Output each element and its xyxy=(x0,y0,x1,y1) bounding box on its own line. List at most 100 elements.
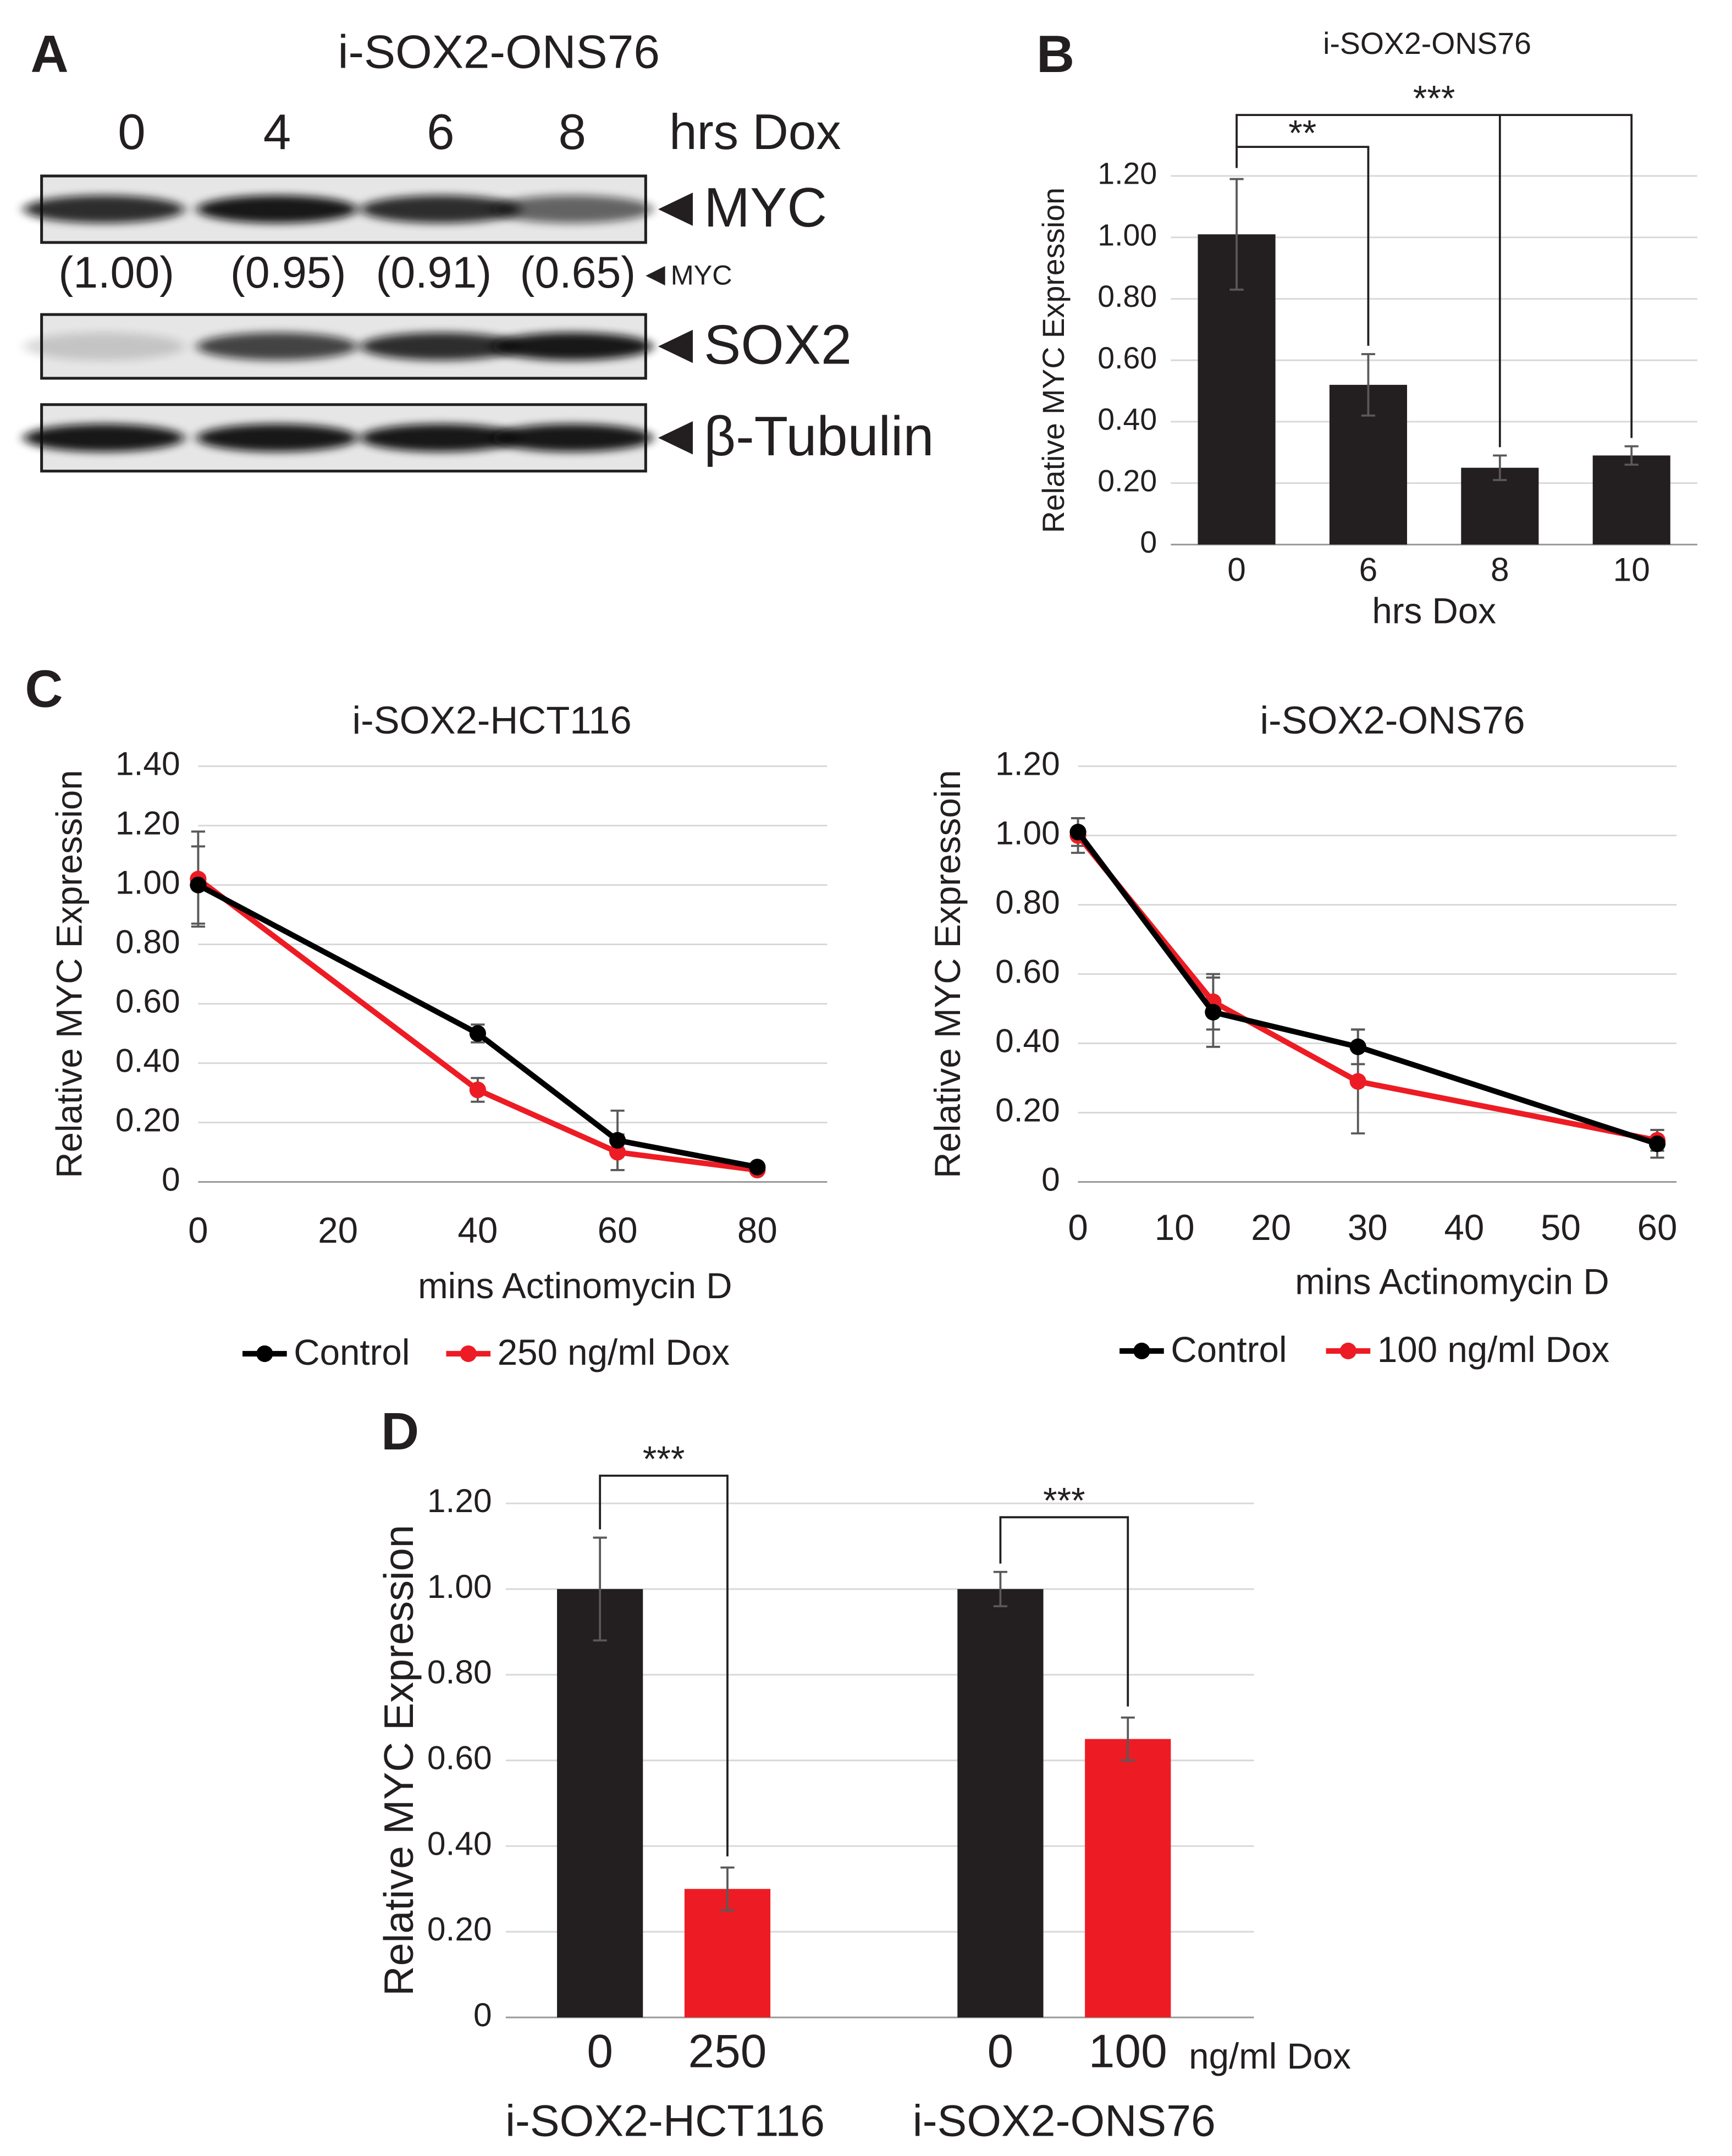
lane-label: 0 xyxy=(118,104,145,160)
y-axis-label: Relative MYC Expression xyxy=(49,770,89,1178)
y-axis-label: Relative MYC Expression xyxy=(376,1525,422,1996)
point xyxy=(1349,1073,1366,1090)
legend-label: 100 ng/ml Dox xyxy=(1377,1330,1610,1370)
y-tick-label: 0.80 xyxy=(995,883,1060,920)
lane-label: 6 xyxy=(427,104,454,160)
significance-bracket xyxy=(599,1474,729,1857)
x-tick-label: 0 xyxy=(188,1210,208,1250)
blot-band xyxy=(196,424,358,452)
point xyxy=(609,1144,626,1161)
x-tick-label: 0 xyxy=(1068,1207,1088,1248)
x-tick-label: 10 xyxy=(1613,551,1650,588)
point xyxy=(469,1025,486,1042)
blot-band xyxy=(196,332,358,361)
x-tick-label: 0 xyxy=(988,2025,1014,2078)
y-tick-label: 0.60 xyxy=(1097,341,1157,375)
y-tick-label: 0.60 xyxy=(427,1739,492,1777)
bar xyxy=(557,1589,643,2018)
error-bar xyxy=(1493,454,1507,481)
significance: *** xyxy=(1043,1480,1085,1520)
bar xyxy=(1085,1739,1171,2018)
y-tick-label: 1.00 xyxy=(1097,218,1157,252)
error-bar xyxy=(1229,178,1244,291)
y-tick-label: 1.20 xyxy=(995,745,1060,782)
x-tick-label: 6 xyxy=(1359,551,1378,588)
arrowhead xyxy=(658,192,693,226)
y-tick-label: 1.00 xyxy=(995,814,1060,851)
row-label: SOX2 xyxy=(704,315,852,376)
y-tick-label: 1.00 xyxy=(115,863,180,901)
lane-unit: hrs Dox xyxy=(669,104,841,160)
y-tick-label: 0 xyxy=(162,1160,180,1198)
significance: ** xyxy=(1288,113,1316,153)
chart-title: i-SOX2-ONS76 xyxy=(1323,26,1531,60)
point xyxy=(469,1081,486,1099)
blot-band xyxy=(492,332,653,361)
unit-label: ng/ml Dox xyxy=(1189,2036,1351,2076)
y-tick-label: 0 xyxy=(1140,525,1157,559)
x-tick-label: 0 xyxy=(1227,551,1246,588)
x-axis-label: mins Actinomycin D xyxy=(1295,1261,1609,1302)
error-bar xyxy=(993,1570,1008,1607)
bar xyxy=(957,1589,1044,2018)
arrowhead xyxy=(646,266,665,286)
blot-band xyxy=(492,195,653,223)
blot-band xyxy=(492,424,653,452)
y-axis-label: Relative MYC Expression xyxy=(1036,188,1071,533)
chart-title: i-SOX2-ONS76 xyxy=(1260,698,1525,742)
x-tick-label: 8 xyxy=(1491,551,1509,588)
y-tick-label: 0.60 xyxy=(995,952,1060,990)
error-bar xyxy=(720,1866,735,1912)
blot-band xyxy=(360,332,521,361)
point xyxy=(609,1132,626,1149)
x-tick-label: 60 xyxy=(598,1210,638,1250)
significance: *** xyxy=(643,1439,685,1479)
y-axis-label: Relative MYC Expressoin xyxy=(928,770,968,1178)
point xyxy=(1349,1038,1366,1055)
x-tick-label: 100 xyxy=(1089,2025,1167,2078)
significance-bracket xyxy=(1235,114,1633,448)
line xyxy=(196,876,758,1173)
y-tick-label: 0.80 xyxy=(427,1653,492,1691)
blot-band xyxy=(360,424,521,452)
y-tick-label: 0.20 xyxy=(1097,464,1157,498)
x-tick-label: 0 xyxy=(587,2025,613,2078)
legend-swatch xyxy=(256,1345,273,1363)
y-tick-label: 0.60 xyxy=(115,982,180,1019)
x-tick-label: 80 xyxy=(737,1210,777,1250)
significance-bracket xyxy=(1237,146,1370,346)
x-tick-label: 250 xyxy=(688,2025,767,2078)
error-bar xyxy=(1361,353,1376,417)
group-label: i-SOX2-HCT116 xyxy=(505,2096,825,2146)
y-tick-label: 1.40 xyxy=(115,745,180,782)
arrowhead xyxy=(658,329,693,363)
arrowhead xyxy=(658,421,693,455)
line xyxy=(197,883,758,1170)
y-tick-label: 0.40 xyxy=(1097,402,1157,437)
legend-swatch xyxy=(1339,1342,1357,1360)
quant-label: (0.91) xyxy=(376,248,492,297)
y-tick-label: 0 xyxy=(1041,1160,1060,1198)
panel-label: D xyxy=(381,1402,419,1461)
row-label: MYC xyxy=(704,177,827,239)
blot-band xyxy=(23,195,185,223)
y-tick-label: 0.20 xyxy=(995,1091,1060,1128)
panel-label: B xyxy=(1036,25,1074,84)
y-tick-label: 0.40 xyxy=(115,1041,180,1079)
y-tick-label: 0 xyxy=(473,1996,492,2033)
x-tick-label: 30 xyxy=(1348,1207,1388,1248)
quant-label: (0.65) xyxy=(520,248,636,297)
line xyxy=(1075,830,1658,1146)
y-tick-label: 0.80 xyxy=(1097,279,1157,313)
error-bar xyxy=(1121,1716,1135,1762)
legend-swatch xyxy=(1133,1342,1150,1360)
y-tick-label: 0.20 xyxy=(115,1101,180,1138)
panel-label: A xyxy=(30,25,68,84)
error-bar xyxy=(593,1536,607,1642)
x-tick-label: 60 xyxy=(1637,1207,1678,1248)
error-bar xyxy=(1624,445,1639,466)
y-tick-label: 0.40 xyxy=(995,1022,1060,1059)
y-tick-label: 1.20 xyxy=(115,804,180,841)
